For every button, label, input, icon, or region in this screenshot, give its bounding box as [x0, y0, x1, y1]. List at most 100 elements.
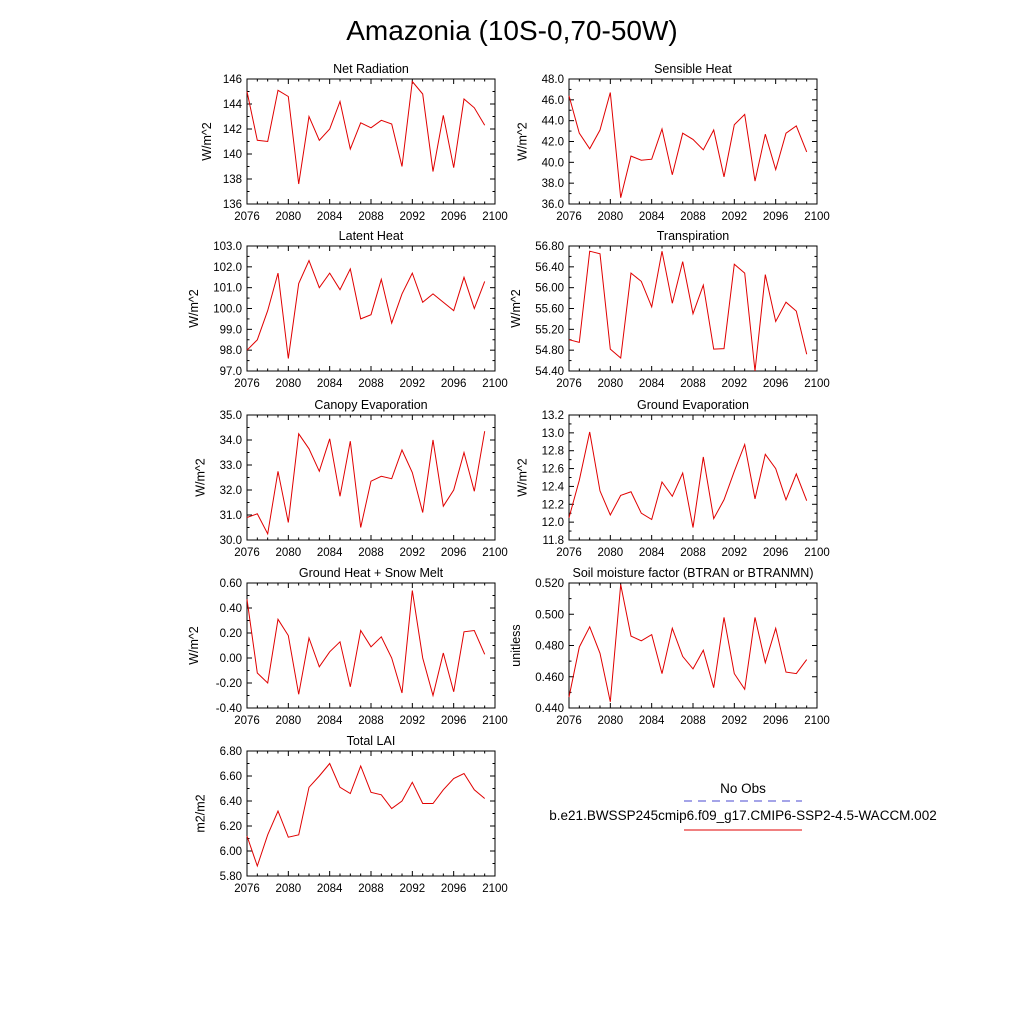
panel: 2076 2080 2084 2088 2092 2096 2100 36.0 38.0 40.0…	[516, 62, 830, 223]
x-tick-label: 2076	[234, 883, 260, 895]
y-tick-label: 97.0	[220, 366, 242, 378]
plot-frame	[246, 582, 496, 709]
y-tick-label: 12.2	[542, 499, 564, 511]
x-tick-label: 2100	[482, 378, 508, 390]
series-line	[568, 431, 808, 528]
x-tick-label: 2100	[804, 547, 830, 559]
series-line	[246, 80, 486, 185]
x-tick-label: 2096	[763, 715, 789, 727]
x-tick-label: 2080	[598, 547, 624, 559]
panel-title: Ground Evaporation	[637, 398, 749, 412]
x-tick-label: 2100	[482, 715, 508, 727]
plot-frame	[246, 245, 496, 372]
panel: 2076 2080 2084 2088 2092 2096 2100 11.8 12.0 12.2…	[516, 398, 830, 559]
y-tick-label: 5.80	[220, 871, 242, 883]
y-tick-label: 38.0	[542, 178, 564, 190]
y-tick-label: 140	[223, 149, 242, 161]
x-tick-label: 2088	[680, 211, 706, 223]
y-tick-label: 99.0	[220, 324, 242, 336]
x-tick-label: 2080	[276, 211, 302, 223]
y-tick-label: 138	[223, 174, 242, 186]
x-tick-label: 2076	[556, 547, 582, 559]
x-tick-label: 2076	[556, 715, 582, 727]
x-tick-label: 2076	[556, 211, 582, 223]
series-line	[568, 92, 808, 198]
x-tick-label: 2092	[722, 211, 748, 223]
x-tick-label: 2092	[722, 715, 748, 727]
x-tick-label: 2092	[400, 715, 426, 727]
y-tick-label: 48.0	[542, 74, 564, 86]
series-line	[246, 259, 486, 359]
legend: No Obs b.e21.BWSSP245cmip6.f09_g17.CMIP6…	[549, 781, 937, 831]
x-tick-label: 2088	[358, 715, 384, 727]
y-axis-label: m2/m2	[194, 794, 208, 832]
panel-title: Sensible Heat	[654, 62, 732, 76]
panel-title: Canopy Evaporation	[314, 398, 427, 412]
x-tick-label: 2100	[804, 715, 830, 727]
x-tick-label: 2084	[317, 378, 343, 390]
y-tick-label: 100.0	[213, 304, 242, 316]
x-tick-label: 2080	[276, 547, 302, 559]
x-tick-label: 2088	[358, 547, 384, 559]
y-tick-label: 56.00	[535, 283, 564, 295]
x-tick-label: 2076	[234, 211, 260, 223]
x-tick-label: 2092	[400, 883, 426, 895]
panel: 2076 2080 2084 2088 2092 2096 2100 136 138 140 142…	[200, 62, 508, 223]
y-tick-label: 35.0	[220, 410, 242, 422]
plot-frame	[246, 750, 496, 877]
plot-frame	[568, 78, 818, 205]
x-tick-label: 2084	[639, 378, 665, 390]
panel-title: Transpiration	[657, 229, 730, 243]
y-tick-label: 40.0	[542, 157, 564, 169]
x-tick-label: 2088	[358, 211, 384, 223]
y-tick-label: 102.0	[213, 262, 242, 274]
y-tick-label: 144	[223, 99, 243, 111]
series-line	[246, 590, 486, 698]
y-tick-label: 6.40	[220, 796, 242, 808]
y-tick-label: 0.40	[220, 603, 242, 615]
y-tick-label: 0.60	[220, 578, 242, 590]
y-tick-label: 33.0	[220, 460, 242, 472]
panel: 2076 2080 2084 2088 2092 2096 2100 0.440 0.460 0.…	[509, 566, 830, 727]
x-tick-label: 2088	[358, 378, 384, 390]
y-tick-label: 55.20	[535, 324, 564, 336]
x-tick-label: 2096	[441, 378, 467, 390]
x-tick-label: 2100	[482, 211, 508, 223]
y-tick-label: 0.520	[535, 578, 564, 590]
y-tick-label: 13.0	[542, 428, 564, 440]
y-tick-label: 12.8	[542, 446, 564, 458]
y-tick-label: 54.80	[535, 345, 564, 357]
x-tick-label: 2084	[639, 547, 665, 559]
plot-frame	[568, 414, 818, 541]
panel: 2076 2080 2084 2088 2092 2096 2100 54.40 54.80 55…	[509, 229, 830, 390]
y-tick-label: 6.60	[220, 771, 242, 783]
x-tick-label: 2096	[763, 211, 789, 223]
y-tick-label: 12.0	[542, 517, 564, 529]
x-tick-label: 2096	[763, 378, 789, 390]
y-axis-label: W/m^2	[187, 626, 201, 665]
legend-model-label: b.e21.BWSSP245cmip6.f09_g17.CMIP6-SSP2-4…	[549, 808, 936, 823]
panel: 2076 2080 2084 2088 2092 2096 2100 97.0 98.0 99.0…	[187, 229, 508, 390]
y-tick-label: 42.0	[542, 137, 564, 149]
x-tick-label: 2088	[680, 715, 706, 727]
x-tick-label: 2080	[598, 378, 624, 390]
y-tick-label: 103.0	[213, 241, 242, 253]
panels: 2076 2080 2084 2088 2092 2096 2100 136 138 140 142…	[187, 62, 830, 895]
x-tick-label: 2100	[482, 883, 508, 895]
panel: 2076 2080 2084 2088 2092 2096 2100 30.0 31.0 32.0…	[194, 398, 508, 559]
x-tick-label: 2092	[400, 547, 426, 559]
x-tick-label: 2100	[804, 378, 830, 390]
y-axis-label: W/m^2	[509, 289, 523, 328]
y-tick-label: 0.440	[535, 703, 564, 715]
x-tick-label: 2080	[276, 378, 302, 390]
x-tick-label: 2076	[556, 378, 582, 390]
x-tick-label: 2084	[317, 547, 343, 559]
series-line	[246, 431, 486, 536]
y-axis-label: unitless	[509, 624, 523, 666]
y-axis-label: W/m^2	[200, 122, 214, 161]
y-tick-label: 56.40	[535, 262, 564, 274]
x-tick-label: 2100	[804, 211, 830, 223]
y-tick-label: 55.60	[535, 304, 564, 316]
y-tick-label: 6.00	[220, 846, 242, 858]
